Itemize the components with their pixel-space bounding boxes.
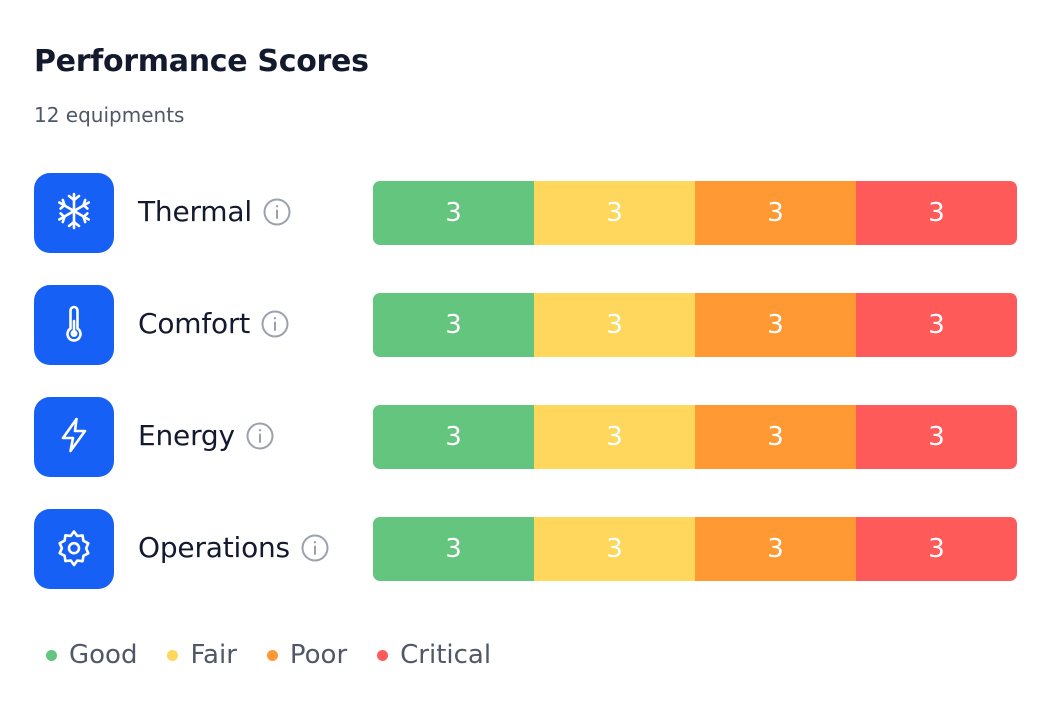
operations-icon-tile (34, 509, 114, 589)
segment-poor[interactable]: 3 (695, 517, 856, 581)
score-bar-energy: 3 3 3 3 (373, 405, 1017, 469)
legend-dot-good (46, 649, 57, 661)
segment-critical[interactable]: 3 (856, 405, 1017, 469)
score-bar-thermal: 3 3 3 3 (373, 181, 1017, 245)
info-icon[interactable] (260, 309, 290, 339)
segment-good[interactable]: 3 (373, 517, 534, 581)
segment-critical[interactable]: 3 (856, 181, 1017, 245)
score-row-comfort: Comfort 3 3 3 3 (34, 285, 1018, 365)
legend: Good Fair Poor Critical (46, 640, 521, 670)
segment-poor[interactable]: 3 (695, 293, 856, 357)
info-icon[interactable] (245, 421, 275, 451)
segment-good[interactable]: 3 (373, 293, 534, 357)
thermal-icon-tile (34, 173, 114, 253)
legend-dot-fair (167, 649, 179, 661)
segment-critical[interactable]: 3 (856, 293, 1017, 357)
segment-fair[interactable]: 3 (534, 181, 695, 245)
category-label-comfort: Comfort (138, 307, 251, 340)
equipment-count: 12 equipments (34, 103, 185, 127)
segment-fair[interactable]: 3 (534, 517, 695, 581)
category-label-thermal: Thermal (138, 195, 252, 228)
segment-poor[interactable]: 3 (695, 405, 856, 469)
legend-label-fair: Fair (190, 640, 237, 670)
lightning-icon (52, 413, 96, 461)
score-bar-comfort: 3 3 3 3 (373, 293, 1017, 357)
legend-dot-poor (266, 649, 278, 661)
category-label-operations: Operations (138, 531, 290, 564)
segment-good[interactable]: 3 (373, 405, 534, 469)
segment-poor[interactable]: 3 (695, 181, 856, 245)
comfort-icon-tile (34, 285, 114, 365)
score-row-thermal: Thermal 3 3 3 3 (34, 173, 1018, 253)
segment-good[interactable]: 3 (373, 181, 534, 245)
score-row-energy: Energy 3 3 3 3 (34, 397, 1018, 477)
legend-dot-critical (377, 649, 389, 661)
segment-fair[interactable]: 3 (534, 405, 695, 469)
gear-icon (52, 525, 96, 573)
info-icon[interactable] (300, 533, 330, 563)
page-title: Performance Scores (34, 44, 369, 79)
legend-label-good: Good (69, 640, 138, 670)
legend-label-poor: Poor (289, 640, 348, 670)
legend-item-poor: Poor (266, 640, 348, 670)
score-row-operations: Operations 3 3 3 3 (34, 509, 1018, 589)
segment-fair[interactable]: 3 (534, 293, 695, 357)
legend-item-good: Good (46, 640, 137, 670)
segment-critical[interactable]: 3 (856, 517, 1017, 581)
thermometer-icon (52, 301, 96, 349)
info-icon[interactable] (262, 197, 292, 227)
score-bar-operations: 3 3 3 3 (373, 517, 1017, 581)
snowflake-icon (52, 189, 96, 237)
category-label-energy: Energy (138, 419, 235, 452)
legend-label-critical: Critical (400, 640, 492, 670)
legend-item-fair: Fair (167, 640, 237, 670)
energy-icon-tile (34, 397, 114, 477)
legend-item-critical: Critical (377, 640, 491, 670)
